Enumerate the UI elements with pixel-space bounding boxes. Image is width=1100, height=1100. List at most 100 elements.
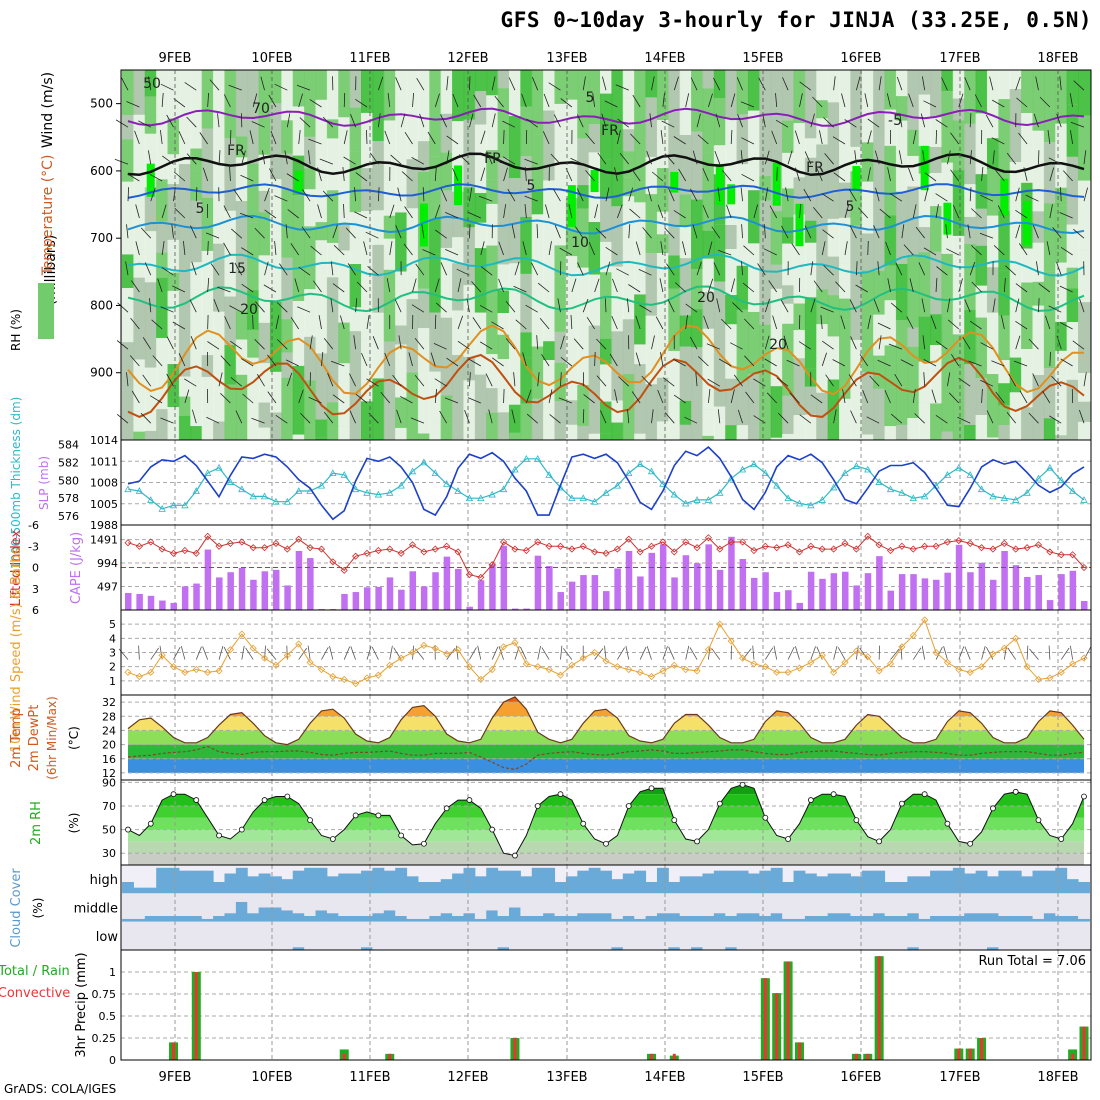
wind-barb	[668, 188, 675, 202]
wind10-tick-label: 1	[109, 675, 116, 688]
cape-tick-label: 1491	[90, 534, 118, 547]
cloud-cell	[247, 876, 260, 894]
rh-cell	[895, 424, 909, 440]
wind-barb	[923, 359, 937, 367]
rh-cell	[668, 255, 681, 289]
rh-cell	[213, 70, 226, 118]
wind-barb	[1015, 298, 1020, 313]
wind-barb	[571, 278, 577, 293]
wind-barb	[1073, 80, 1085, 91]
rh-cell	[747, 311, 761, 375]
cloud-cell-clear	[156, 893, 169, 916]
wind-barb	[190, 225, 197, 239]
cloud-cell-clear	[201, 893, 214, 919]
cloud-cell-clear	[713, 921, 726, 950]
rh-cell	[440, 418, 454, 440]
cape-bar	[181, 586, 189, 610]
precip-conv-bar	[650, 1053, 654, 1060]
wind-barb	[1005, 265, 1016, 276]
wind-barb	[435, 229, 447, 239]
rh-cell	[315, 298, 328, 354]
wind-barb	[323, 337, 334, 350]
wind10-barb	[795, 646, 800, 660]
rh-ylabel: 2m RH	[29, 801, 44, 845]
wind-barb	[1049, 167, 1055, 182]
temperature-contour	[127, 183, 1085, 199]
wind-barb	[628, 224, 631, 239]
rh-cell	[167, 118, 181, 155]
cloud-cell	[1078, 882, 1090, 894]
wind-barb	[601, 113, 607, 128]
cloud-cell	[588, 867, 601, 894]
rh-cell	[782, 323, 795, 396]
lifted-index-point	[773, 544, 781, 552]
rh-cell	[554, 70, 567, 104]
rh-cell	[486, 294, 499, 355]
rh-cell	[531, 346, 545, 399]
wind-barb	[166, 373, 174, 387]
rh-cell	[611, 206, 624, 267]
wind-barb	[532, 77, 539, 91]
rh-cell	[782, 285, 795, 304]
rh-cell	[440, 395, 454, 419]
thickness-point	[203, 469, 212, 477]
rh-cell	[873, 70, 886, 138]
wind-barb	[241, 358, 254, 367]
date-label-top: 14FEB	[644, 51, 685, 66]
wind10-speed-point	[1069, 660, 1077, 668]
rh-cell	[713, 98, 727, 146]
wind10-barb	[264, 645, 266, 660]
lifted-index-point	[329, 558, 337, 566]
wind10-barb	[1029, 648, 1039, 660]
wind-barb	[776, 377, 789, 387]
wind-barb	[275, 414, 288, 424]
wind10-barb	[752, 645, 755, 660]
wind-barb	[947, 150, 951, 165]
wind-barb	[594, 204, 599, 219]
rh-point	[147, 820, 154, 827]
cloud-cell-clear	[782, 921, 795, 950]
rh-cell	[588, 70, 602, 125]
wind-barb	[850, 336, 857, 350]
rh-cell	[600, 159, 613, 199]
rh-cell	[782, 152, 795, 189]
cloud-cell	[702, 916, 715, 922]
rh-cell	[258, 114, 272, 155]
wind-barb	[981, 388, 983, 404]
wind-barb	[505, 301, 516, 313]
cloud-cell-clear	[281, 893, 294, 911]
wind-barb	[899, 113, 903, 128]
rh-cell	[167, 407, 181, 440]
wind-barb	[721, 318, 732, 330]
wind-barb	[823, 265, 834, 276]
date-label-bottom: 12FEB	[447, 1070, 488, 1085]
wind-barb	[844, 241, 848, 256]
wind-barb	[952, 204, 960, 219]
wind-barb	[992, 298, 996, 313]
cloud-cell-clear	[349, 921, 362, 950]
wind-barb	[330, 261, 334, 276]
rh-cell	[520, 403, 533, 440]
cloud-cell-clear	[691, 921, 703, 948]
rh-cell	[577, 313, 590, 386]
rh-cell	[349, 264, 363, 308]
wind-barb	[764, 224, 766, 239]
lifted-index-point	[363, 549, 371, 557]
wind-barb	[478, 195, 493, 202]
rh-cell	[679, 194, 693, 226]
wind-barb	[125, 261, 129, 276]
rh-cell	[304, 424, 317, 440]
wind-barb	[445, 212, 459, 219]
rh-cell	[281, 120, 294, 154]
cloud-cell	[611, 947, 624, 950]
rh-cell	[736, 221, 750, 266]
rh-cell	[1043, 70, 1057, 143]
wind-barb	[833, 76, 836, 91]
wind-barb	[1015, 320, 1028, 330]
rh-cell	[1066, 288, 1080, 323]
wind10-barb	[837, 647, 846, 660]
rh-cell	[326, 70, 340, 120]
wind-barb	[586, 316, 595, 330]
wind-barb	[160, 83, 174, 91]
rh-cell	[554, 401, 567, 440]
